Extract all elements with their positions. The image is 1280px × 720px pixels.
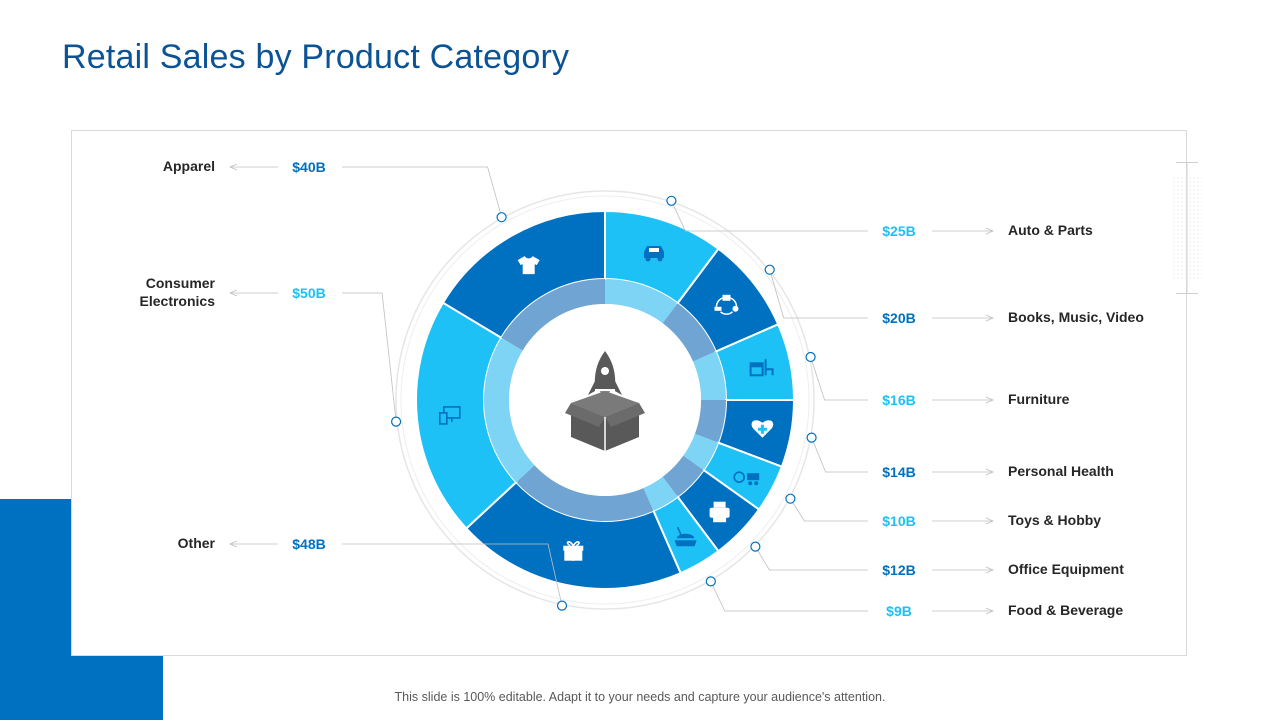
side-decoration-top <box>1176 162 1198 163</box>
side-dot-pattern <box>1172 176 1202 280</box>
arrow-head-2 <box>985 396 995 404</box>
label-group-6: $9B Food & Beverage <box>705 576 1123 619</box>
box-opening <box>571 391 639 417</box>
marker-7 <box>556 600 568 611</box>
outer-ring <box>395 190 815 610</box>
health-heart-icon <box>751 420 774 438</box>
leader-line-6 <box>710 581 868 612</box>
arrow-head-1 <box>985 314 995 322</box>
marker-5 <box>750 541 761 552</box>
label-group-5: $12B Office Equipment <box>750 541 1124 578</box>
label-group-1: $20B Books, Music, Video <box>764 264 1144 326</box>
slice-inner-2 <box>692 351 726 400</box>
leader-line-9 <box>342 166 502 218</box>
marker-9 <box>496 212 507 223</box>
marker-6 <box>705 576 716 587</box>
marker-1 <box>764 264 775 275</box>
devices-icon <box>438 406 461 425</box>
value-label-4: $10B <box>882 513 915 529</box>
value-label-7: $48B <box>292 536 325 552</box>
outer-ring-inner <box>400 195 810 605</box>
value-label-3: $14B <box>882 464 915 480</box>
slice-inner-6 <box>643 476 678 511</box>
toys-icon <box>733 471 760 486</box>
category-label-3: Personal Health <box>1008 463 1114 479</box>
slice-inner-4 <box>683 433 719 471</box>
value-label-8: $50B <box>292 285 325 301</box>
leader-line-1 <box>769 269 868 319</box>
food-icon <box>674 526 697 547</box>
tshirt-icon <box>517 256 540 275</box>
label-group-4: $10B Toys & Hobby <box>785 493 1101 529</box>
arrow-head-9 <box>228 163 238 171</box>
rocket-box-icon <box>565 351 645 451</box>
furniture-icon <box>749 359 774 377</box>
leader-line-0 <box>671 200 868 232</box>
category-label-5: Office Equipment <box>1008 561 1124 577</box>
arrow-head-4 <box>985 517 995 525</box>
marker-4 <box>785 493 796 504</box>
category-label-6: Food & Beverage <box>1008 602 1123 618</box>
car-icon <box>644 246 664 262</box>
label-group-0: $25B Auto & Parts <box>666 195 1093 239</box>
value-label-2: $16B <box>882 392 915 408</box>
footer-note: This slide is 100% editable. Adapt it to… <box>394 690 886 704</box>
leader-line-5 <box>755 546 868 571</box>
category-label-1: Books, Music, Video <box>1008 309 1144 325</box>
leader-line-7 <box>342 543 563 606</box>
category-label-7: Other <box>178 535 216 551</box>
arrow-head-8 <box>228 289 238 297</box>
slice-inner-9 <box>501 279 605 351</box>
label-group-9: $40B Apparel <box>163 158 507 223</box>
category-label-0: Auto & Parts <box>1008 222 1093 238</box>
label-group-7: $48B Other <box>178 535 568 611</box>
arrow-head-0 <box>985 227 995 235</box>
rocket-window <box>601 367 609 375</box>
arrow-head-3 <box>985 468 995 476</box>
value-label-6: $9B <box>886 603 912 619</box>
value-label-0: $25B <box>882 223 915 239</box>
marker-3 <box>806 432 817 443</box>
marker-2 <box>805 351 816 363</box>
box-flaps <box>565 403 645 427</box>
category-label-9: Apparel <box>163 158 215 174</box>
media-icon <box>714 294 739 315</box>
slice-inner-8 <box>483 337 535 483</box>
rocket-fins <box>588 381 622 395</box>
slice-inner-3 <box>694 400 726 443</box>
leader-line-4 <box>790 498 868 522</box>
label-group-3: $14B Personal Health <box>806 432 1114 480</box>
slice-inner-0 <box>605 278 678 324</box>
slice-inner-1 <box>662 303 716 362</box>
leader-line-8 <box>342 292 397 422</box>
label-group-2: $16B Furniture <box>805 351 1070 408</box>
category-label-8: Consumer Electronics <box>140 275 216 309</box>
printer-icon <box>709 501 730 523</box>
slice-inner-7 <box>516 465 654 521</box>
marker-0 <box>666 195 677 206</box>
arrow-head-5 <box>985 566 995 574</box>
leader-line-2 <box>810 356 868 401</box>
category-label-2: Furniture <box>1008 391 1070 407</box>
page-title: Retail Sales by Product Category <box>62 38 570 76</box>
gift-icon <box>563 541 584 561</box>
value-label-9: $40B <box>292 159 325 175</box>
label-group-8: $50B Consumer Electronics <box>140 275 402 427</box>
slice-inner-5 <box>662 455 704 497</box>
leader-line-3 <box>811 437 868 473</box>
value-label-1: $20B <box>882 310 915 326</box>
category-label-4: Toys & Hobby <box>1008 512 1101 528</box>
side-decoration-bottom <box>1176 293 1198 294</box>
value-label-5: $12B <box>882 562 915 578</box>
arrow-head-7 <box>228 540 238 548</box>
arrow-head-6 <box>985 607 995 615</box>
marker-8 <box>391 416 402 427</box>
